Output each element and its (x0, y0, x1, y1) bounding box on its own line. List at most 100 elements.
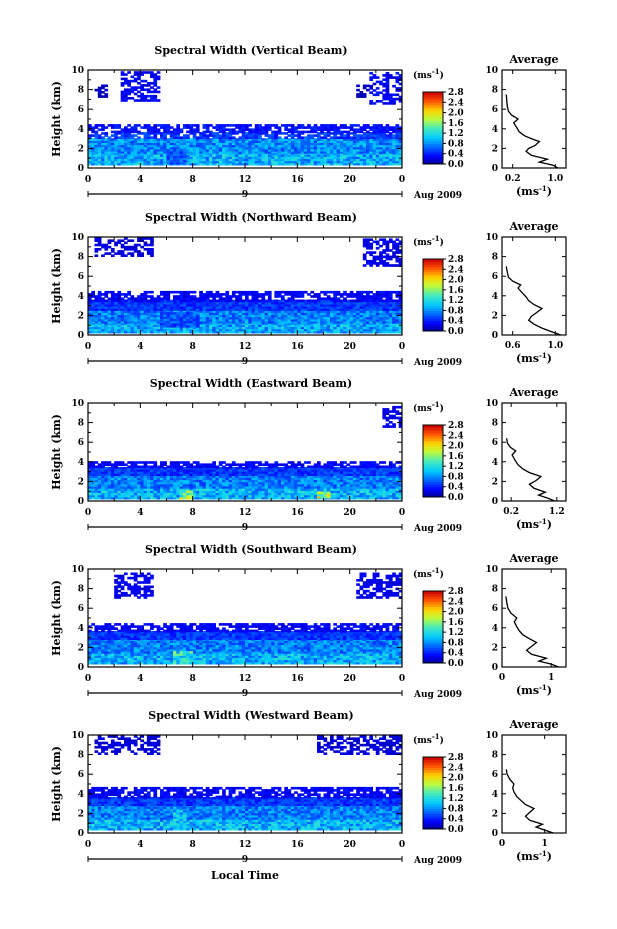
heatmap-cell (137, 243, 141, 247)
heatmap-cell (362, 308, 367, 311)
heatmap-cell (114, 142, 118, 146)
heatmap-cell (173, 132, 177, 135)
heatmap-cell (94, 486, 99, 489)
heatmap-cell (212, 306, 216, 309)
heatmap-cell (379, 132, 383, 135)
heatmap-cell (107, 149, 112, 152)
heatmap-cell (254, 494, 259, 498)
heatmap-cell (290, 290, 295, 294)
heatmap-cell (133, 126, 138, 129)
heatmap-cell (189, 162, 194, 166)
heatmap-cell (205, 162, 210, 166)
heatmap-cell (382, 134, 387, 137)
heatmap-cell (225, 149, 230, 152)
heatmap-cell (104, 138, 109, 141)
heatmap-cell (317, 140, 321, 143)
heatmap-cell (133, 490, 138, 493)
heatmap-cell (88, 328, 92, 332)
heatmap-cell (398, 312, 403, 316)
heatmap-cell (281, 321, 285, 324)
heatmap-cell (137, 312, 141, 316)
heatmap-cell (192, 151, 197, 154)
heatmap-cell (104, 321, 109, 324)
heatmap-cell (156, 130, 161, 134)
heatmap-cell (166, 295, 171, 298)
heatmap-cell (173, 130, 177, 134)
heatmap-cell (120, 308, 125, 311)
heatmap-cell (300, 144, 305, 148)
heatmap-cell (366, 328, 370, 332)
heatmap-cell (130, 86, 135, 89)
heatmap-cell (392, 154, 396, 157)
heatmap-cell (251, 308, 256, 311)
heatmap-cell (248, 140, 252, 143)
colorbar-swatch (423, 282, 443, 286)
heatmap-cell (310, 144, 315, 148)
heatmap-cell (313, 160, 318, 164)
heatmap-cell (235, 297, 239, 300)
heatmap-cell (222, 136, 226, 139)
heatmap-cell (160, 126, 164, 129)
heatmap-cell (192, 146, 197, 150)
heatmap-cell (241, 324, 246, 327)
heatmap-cell (238, 308, 243, 311)
colorbar-tick-label: 1.2 (448, 296, 464, 306)
heatmap-cell (117, 328, 122, 332)
heatmap-cell (209, 326, 213, 330)
heatmap-cell (146, 146, 151, 150)
heatmap-cell (352, 138, 357, 141)
heatmap-cell (97, 299, 102, 303)
heatmap-cell (343, 490, 347, 493)
average-x-tick-label: 0.6 (505, 341, 521, 351)
heatmap-cell (120, 328, 125, 332)
heatmap-cell (375, 132, 380, 135)
heatmap-cell (199, 328, 203, 332)
heatmap-cell (388, 76, 393, 79)
heatmap-cell (104, 158, 109, 162)
heatmap-cell (369, 134, 373, 137)
heatmap-cell (218, 149, 223, 152)
heatmap-cell (225, 134, 230, 137)
heatmap-cell (179, 146, 184, 150)
heatmap-cell (130, 252, 135, 255)
heatmap-cell (287, 162, 292, 166)
heatmap-cell (254, 328, 259, 332)
heatmap-cell (251, 330, 256, 334)
heatmap-cell (137, 130, 141, 134)
heatmap-cell (320, 314, 324, 318)
heatmap-cell (150, 248, 154, 251)
heatmap-cell (143, 99, 148, 102)
heatmap-cell (153, 328, 158, 332)
heatmap-cell (225, 324, 230, 327)
y-tick-label: 4 (78, 125, 84, 135)
heatmap-cell (385, 310, 390, 313)
heatmap-cell (326, 306, 331, 309)
heatmap-cell (133, 326, 138, 330)
heatmap-cell (388, 318, 393, 322)
heatmap-cell (398, 134, 403, 137)
heatmap-cell (160, 330, 164, 334)
heatmap-cell (88, 483, 92, 487)
heatmap-cell (205, 492, 210, 496)
heatmap-cell (359, 93, 364, 96)
heatmap-cell (169, 153, 174, 156)
heatmap-cell (97, 321, 102, 324)
heatmap-cell (202, 160, 207, 164)
heatmap-cell (267, 290, 272, 294)
heatmap-cell (192, 128, 197, 131)
heatmap-cell (186, 144, 190, 148)
heatmap-cell (343, 316, 347, 320)
heatmap-cell (303, 492, 308, 496)
heatmap-cell (163, 314, 167, 317)
heatmap-cell (143, 290, 148, 294)
heatmap-cell (251, 301, 256, 305)
heatmap-cell (245, 312, 249, 316)
heatmap-cell (97, 134, 102, 137)
heatmap-cell (379, 251, 383, 254)
heatmap-cell (179, 328, 184, 332)
heatmap-cell (372, 295, 377, 298)
heatmap-cell (163, 312, 167, 315)
heatmap-cell (130, 488, 135, 491)
heatmap-cell (277, 151, 282, 154)
heatmap-cell (362, 494, 367, 498)
